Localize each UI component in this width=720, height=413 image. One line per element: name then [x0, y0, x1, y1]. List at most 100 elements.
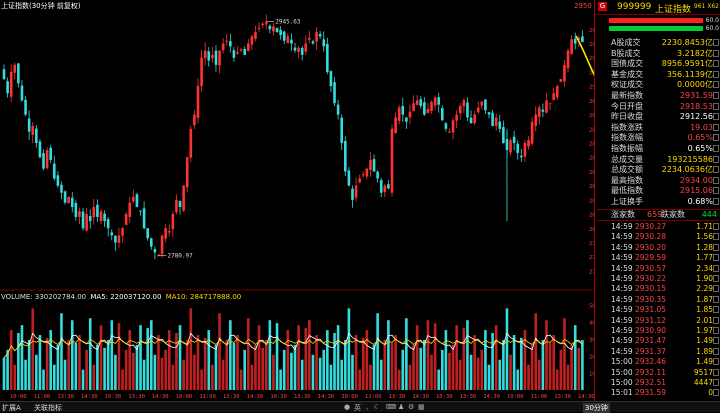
candle-body: [333, 82, 336, 104]
volume-bar: [178, 325, 182, 390]
tick-row: 14:59 2929.59 1.77: [597, 253, 719, 262]
candle-body: [573, 38, 577, 44]
tick-time: 14:59: [611, 336, 633, 346]
stat-row: 指数涨跌 19.03: [597, 123, 719, 132]
tick-time: 14:59: [611, 253, 633, 263]
volume-tick-label: 5000: [589, 304, 594, 310]
volume-bar: [358, 369, 361, 390]
volume-bar: [207, 330, 211, 390]
candle-body: [38, 141, 42, 158]
tick-price: 2930.57: [635, 263, 667, 273]
tick-price: 2930.27: [635, 222, 667, 231]
volume-bar: [279, 369, 282, 390]
volume-bar: [433, 323, 437, 390]
candle-body: [236, 52, 239, 54]
tick-volume: 1.89: [696, 346, 713, 356]
volume-bar: [581, 339, 584, 390]
title-extra: 961 X62: [693, 3, 719, 10]
y-tick-label: 2840: [589, 170, 594, 176]
volume-bar: [505, 308, 509, 390]
y-tick-label: 2900: [589, 85, 594, 91]
candle-body: [520, 155, 523, 158]
mic-icon[interactable]: ●: [344, 403, 351, 411]
candle-body: [175, 199, 178, 213]
candle-body: [85, 214, 88, 231]
x-tick-label: 14:30: [412, 394, 429, 400]
keyboard-icon[interactable]: ⌨: [386, 403, 397, 411]
check-icon: [713, 368, 719, 376]
tick-row: 14:59 2930.15 2.29: [597, 284, 719, 293]
volume-bar: [527, 364, 530, 390]
candle-body: [394, 117, 397, 134]
period-selector[interactable]: 30分钟: [583, 403, 610, 413]
stat-value: 2915.06: [679, 186, 713, 196]
candle-body: [121, 228, 124, 236]
candle-body: [78, 211, 81, 217]
candle-body: [365, 168, 369, 177]
candle-body: [315, 32, 318, 42]
user-icon[interactable]: ♟: [398, 403, 405, 411]
candle-body: [157, 255, 160, 257]
volume-bar: [455, 325, 458, 390]
moon-icon[interactable]: ☾: [374, 403, 381, 411]
candle-body: [293, 47, 297, 51]
candle-body: [218, 50, 221, 66]
volume-bar: [142, 359, 146, 390]
candle-body: [512, 136, 516, 143]
volume-bar: [232, 342, 236, 390]
tick-price: 2930.90: [635, 326, 667, 335]
candle-body: [182, 185, 185, 211]
candle-body: [372, 159, 376, 172]
tab-related-indicators[interactable]: 关联指标: [34, 404, 62, 412]
volume-bar: [121, 369, 124, 390]
ma5-value: MA5: 220037120.00: [90, 293, 162, 301]
x-tick-label: 10:30: [105, 394, 122, 400]
x-tick-label: 13:30: [223, 394, 240, 400]
candle-body: [103, 213, 106, 222]
tick-time: 14:59: [611, 222, 633, 231]
candle-body: [124, 214, 128, 225]
volume-bar: [498, 359, 502, 390]
volume-bar: [480, 349, 484, 390]
top-axis-value: 2950: [574, 2, 592, 10]
tick-row: 14:59 2930.35 1.87: [597, 295, 719, 304]
volume-bar: [494, 325, 498, 390]
en-icon[interactable]: 英: [354, 404, 361, 412]
stat-value: 0.0000亿: [677, 80, 713, 90]
tick-price: 2930.35: [635, 294, 667, 304]
volume-bar: [49, 330, 53, 390]
candle-body: [142, 208, 146, 229]
candle-body: [444, 123, 448, 129]
tick-row: 14:59 2931.12 2.01: [597, 316, 719, 325]
tick-row: 14:59 2930.27 1.71: [597, 222, 719, 231]
tick-time: 14:59: [611, 305, 633, 315]
candle-body: [448, 131, 451, 133]
kline-chart[interactable]: 10:00 11:00 13:30 14:30 10:30 13:30 14:30 10:00…: [0, 0, 594, 401]
stat-value: 2234.0636亿: [661, 165, 713, 175]
comma-icon[interactable]: ,: [366, 403, 369, 411]
volume-bar: [361, 337, 365, 390]
grid-icon[interactable]: ▦: [418, 403, 425, 411]
stat-row: A股成交 2230.8453亿: [597, 38, 719, 47]
stat-value: 8956.9591亿: [661, 59, 713, 69]
check-icon: [713, 264, 719, 272]
extend-button[interactable]: 扩展A: [2, 404, 21, 412]
candle-body: [527, 140, 530, 147]
candle-body: [185, 157, 189, 188]
check-icon: [713, 198, 719, 205]
volume-bar: [132, 352, 135, 390]
volume-bar: [577, 347, 581, 390]
quote-panel-title: G 999999 上证指数 961 X62: [595, 0, 720, 15]
tick-row: 14:59 2930.28 1.56: [597, 232, 719, 241]
candle-body: [229, 41, 232, 47]
volume-bar: [390, 342, 394, 390]
candle-body: [300, 47, 304, 55]
weibi-bar-red-value: 60.0: [705, 17, 719, 24]
stat-row: 指数涨幅 0.65%: [597, 133, 719, 142]
x-tick-label: 10:00: [10, 394, 27, 400]
volume-bar: [193, 354, 196, 390]
tick-time: 14:59: [611, 263, 633, 273]
stat-label: 总成交额: [611, 165, 643, 175]
candle-body: [423, 102, 426, 115]
gear-icon[interactable]: ⚙: [408, 403, 415, 411]
